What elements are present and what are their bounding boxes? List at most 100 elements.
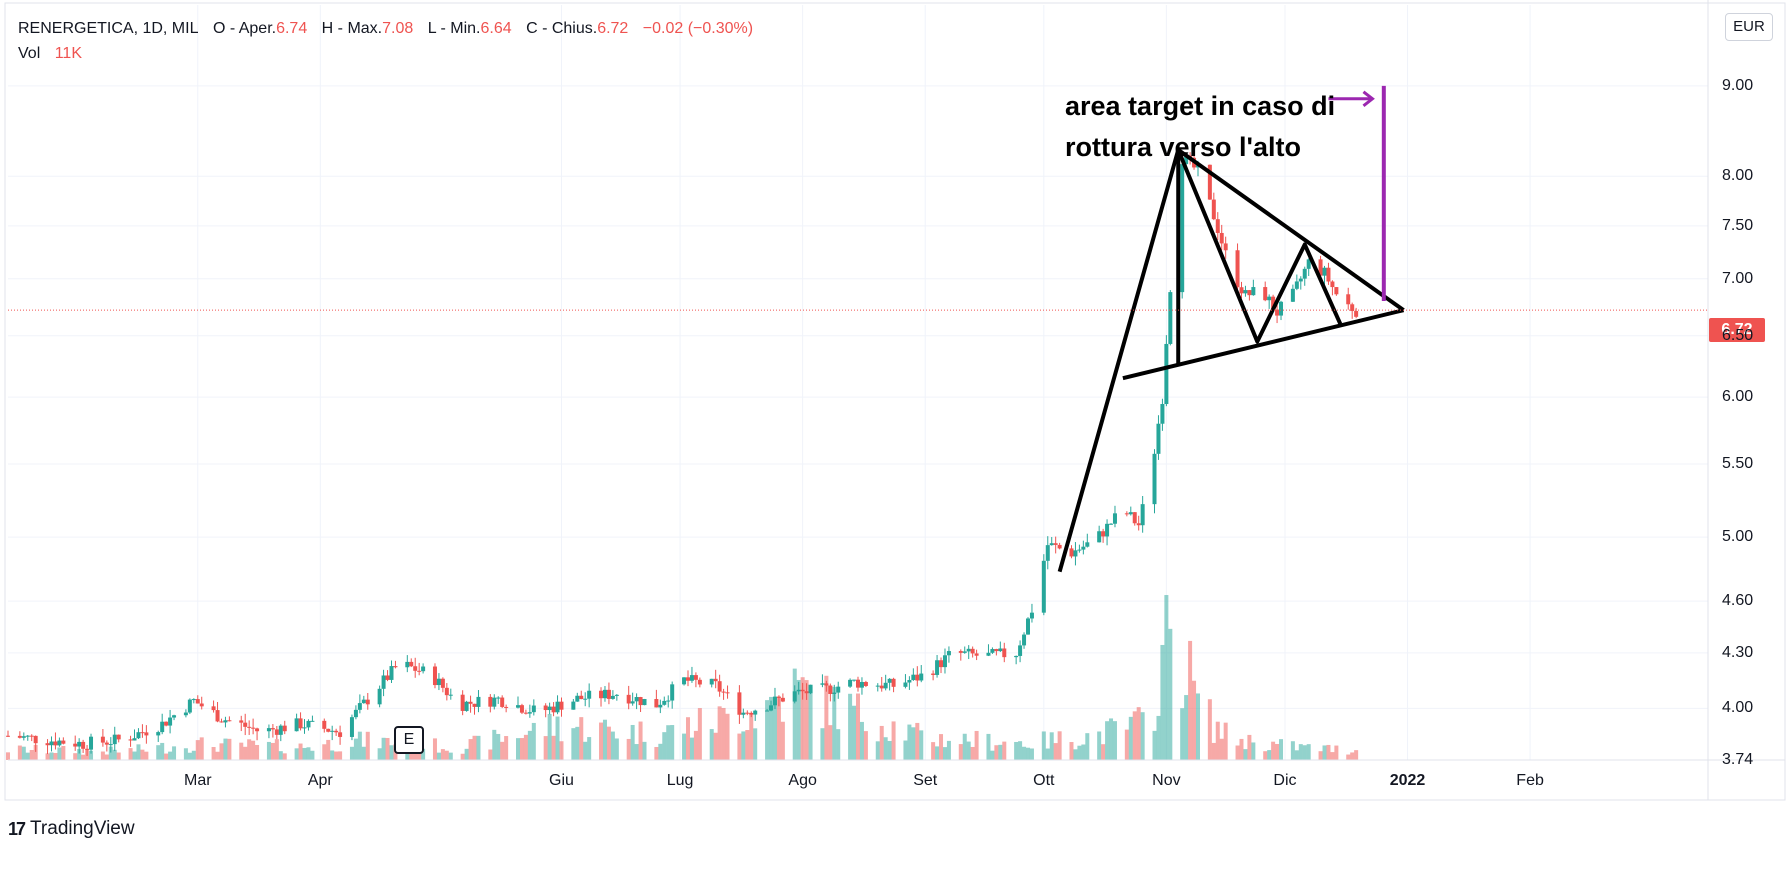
volume-bar [108, 746, 113, 760]
candle-body [808, 684, 813, 694]
candle-body [349, 717, 354, 737]
volume-bar [571, 728, 576, 760]
brand-logo[interactable]: 17 TradingView [8, 818, 135, 840]
volume-bar [998, 744, 1003, 760]
candle-body [962, 651, 967, 653]
candle-body [219, 721, 224, 723]
close-value: 6.72 [597, 20, 629, 37]
volume-bar [460, 753, 465, 760]
volume-bar [859, 721, 864, 760]
candle-body [1029, 612, 1034, 619]
volume-bar [1326, 744, 1331, 760]
y-tick-label: 6.50 [1722, 326, 1754, 344]
earnings-marker[interactable]: E [394, 726, 424, 754]
volume-value: 11K [54, 45, 82, 62]
x-tick-label: Apr [307, 772, 333, 789]
brand-name: TradingView [30, 818, 135, 839]
volume-bar [1275, 743, 1280, 760]
volume-bar [89, 750, 94, 760]
candle-body [1290, 288, 1295, 302]
volume-bar [713, 732, 718, 760]
volume-bar [753, 728, 758, 760]
candle-body [1069, 548, 1074, 557]
candle-body [223, 720, 228, 723]
candle-body [464, 701, 469, 711]
candle-body [796, 689, 801, 692]
x-tick-label: 2022 [1389, 772, 1426, 789]
candle-body [393, 666, 398, 668]
candle-body [879, 685, 884, 689]
volume-bar [1097, 731, 1102, 760]
last-price-tag: 6.72 [1709, 318, 1765, 342]
volume-bar [278, 751, 283, 760]
volume-bar [1243, 749, 1248, 760]
volume-bar [883, 737, 888, 760]
candle-body [804, 691, 809, 694]
volume-bar [1294, 750, 1299, 760]
volume-bar [377, 748, 382, 760]
candle-body [389, 666, 394, 680]
candle-body [658, 704, 663, 708]
candle-body [1279, 301, 1284, 316]
candle-body [274, 729, 279, 735]
volume-bar [492, 729, 497, 760]
close-label: C - Chius. [526, 20, 598, 37]
candle-body [381, 675, 386, 689]
volume-bar [915, 722, 920, 760]
candle-body [966, 648, 971, 652]
volume-bar [219, 743, 224, 760]
candle-body [330, 730, 335, 732]
volume-bar [73, 753, 78, 760]
price-candles [6, 150, 1359, 756]
volume-bar [488, 749, 493, 760]
volume-bar [255, 744, 260, 760]
candle-body [1180, 164, 1185, 293]
volume-bars [6, 595, 1359, 760]
volume-bar [381, 737, 386, 760]
y-tick-label: 5.00 [1722, 528, 1754, 546]
candle-body [583, 698, 588, 700]
volume-bar [168, 751, 173, 760]
candle-body [935, 660, 940, 675]
y-tick-label: 9.00 [1722, 76, 1754, 94]
volume-bar [385, 737, 390, 760]
candle-body [191, 699, 196, 701]
candle-body [974, 653, 979, 656]
volume-bar [322, 744, 327, 760]
volume-bar [796, 679, 801, 760]
volume-bar [1192, 680, 1197, 760]
symbol-label[interactable]: RENERGETICA, 1D, MIL [18, 20, 199, 37]
volume-bar [587, 737, 592, 760]
candle-body [1275, 309, 1280, 316]
target-arrowhead-icon [1362, 90, 1375, 107]
volume-bar [361, 746, 366, 760]
volume-bar [1077, 745, 1082, 760]
volume-bar [1073, 749, 1078, 760]
candle-body [717, 681, 722, 692]
volume-bar [1132, 711, 1137, 760]
volume-bar [769, 696, 774, 760]
volume-bar [1029, 748, 1034, 760]
volume-bar [966, 741, 971, 760]
candle-body [1318, 259, 1323, 276]
volume-bar [164, 753, 169, 760]
candle-body [413, 666, 418, 671]
volume-bar [1251, 742, 1256, 760]
volume-bar [306, 747, 311, 760]
volume-bar [772, 700, 777, 760]
candle-body [168, 717, 173, 726]
candle-body [227, 720, 232, 722]
volume-bar [697, 708, 702, 760]
volume-bar [516, 738, 520, 760]
candle-body [460, 694, 465, 711]
target-annotation: area target in caso di rottura verso l'a… [1065, 86, 1335, 168]
candle-body [946, 651, 951, 656]
candle-body [1097, 531, 1102, 543]
candle-body [915, 674, 920, 681]
volume-bar [211, 747, 216, 760]
volume-bar [100, 751, 105, 760]
volume-bar [357, 731, 362, 760]
currency-button[interactable]: EUR [1725, 13, 1773, 41]
volume-bar [852, 705, 857, 760]
